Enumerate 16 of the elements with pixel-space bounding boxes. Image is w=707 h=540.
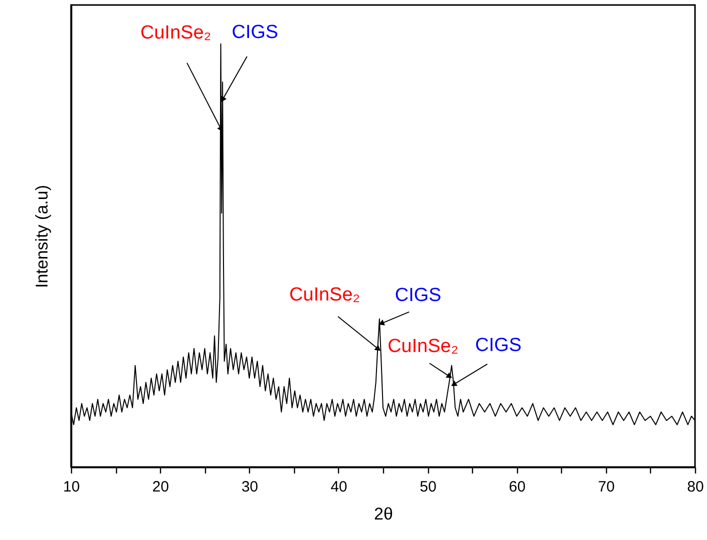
x-tick-label: 20 (152, 478, 169, 496)
x-tick-label: 10 (63, 478, 80, 496)
x-axis-title: 2θ (374, 504, 393, 524)
annotation: CuInSe₂ (289, 284, 360, 306)
annotation: CIGS (475, 335, 522, 356)
annotation: CIGS (394, 285, 442, 306)
x-tick-label: 40 (330, 478, 348, 496)
x-tick-label: 30 (241, 478, 258, 496)
y-axis-title: Intensity (a.u) (32, 185, 52, 288)
x-tick-label: 70 (598, 478, 615, 496)
annotation: CuInSe₂ (388, 336, 458, 358)
x-tick-label: 60 (508, 478, 526, 496)
x-tick-label: 80 (687, 478, 704, 496)
annotation: CIGS (232, 22, 278, 43)
x-tick-label: 50 (420, 478, 436, 496)
annotation: CuInSe₂ (140, 22, 212, 44)
